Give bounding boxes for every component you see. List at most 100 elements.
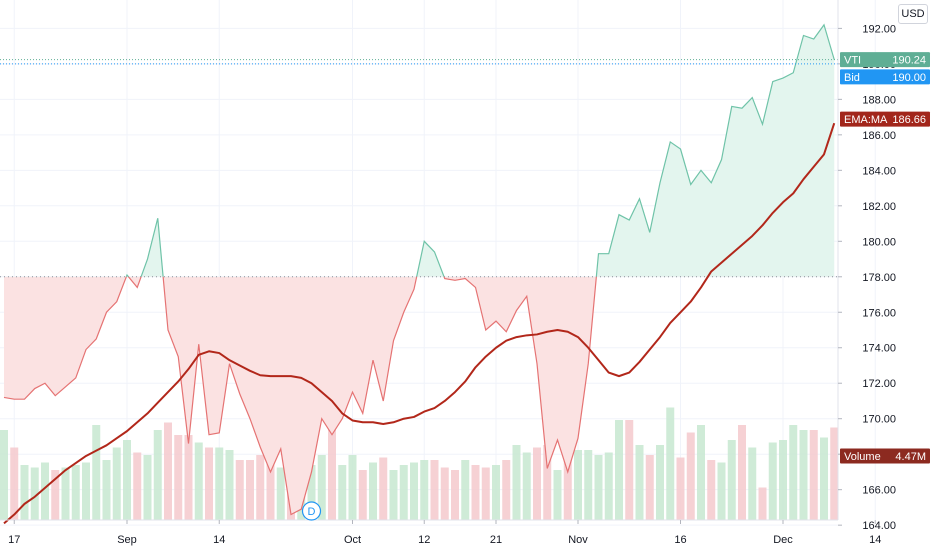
price-line-up bbox=[125, 23, 835, 277]
volume-bar bbox=[738, 425, 746, 520]
x-tick-label: 21 bbox=[490, 534, 502, 546]
volume-bar bbox=[174, 435, 183, 520]
volume-bar bbox=[51, 470, 60, 520]
y-tick-label: 176.00 bbox=[862, 307, 896, 319]
volume-bar bbox=[358, 470, 367, 520]
bid-label-name: Bid bbox=[844, 72, 860, 84]
volume-bar bbox=[553, 470, 562, 520]
y-tick-label: 180.00 bbox=[862, 236, 896, 248]
price-scale-labels: VTI 190.24 Bid 190.00 EMA:MA 186.66 Volume 4.47… bbox=[840, 52, 930, 464]
vti-price-label-value: 190.24 bbox=[892, 55, 926, 67]
volume-bar bbox=[779, 440, 787, 520]
volume-bar bbox=[112, 447, 121, 520]
volume-bar bbox=[348, 455, 357, 520]
volume-bar bbox=[20, 465, 29, 520]
x-tick-label: Oct bbox=[344, 534, 361, 546]
y-tick-label: 182.00 bbox=[862, 201, 896, 213]
volume-bar bbox=[635, 445, 644, 520]
volume-bar bbox=[471, 465, 480, 520]
volume-bar bbox=[256, 455, 265, 520]
volume-bar bbox=[92, 425, 101, 520]
y-tick-label: 186.00 bbox=[862, 130, 896, 142]
volume-bar bbox=[205, 447, 213, 520]
volume-bar bbox=[502, 460, 511, 520]
volume-bar bbox=[164, 422, 172, 520]
volume-bar bbox=[420, 460, 429, 520]
volume-bar bbox=[604, 452, 613, 520]
x-tick-label: Sep bbox=[117, 534, 137, 546]
volume-bar bbox=[194, 442, 203, 520]
volume-bar bbox=[758, 487, 767, 520]
x-axis: 17 Sep 14 Oct 12 21 Nov 16 Dec 14 bbox=[0, 519, 881, 546]
volume-bar bbox=[666, 407, 675, 520]
currency-button[interactable]: USD bbox=[898, 4, 928, 24]
volume-bar bbox=[697, 425, 705, 520]
volume-bar bbox=[543, 445, 552, 520]
volume-bar bbox=[584, 450, 593, 520]
bid-label: Bid 190.00 bbox=[840, 69, 930, 85]
volume-bar bbox=[656, 445, 664, 520]
volume-bar bbox=[522, 452, 531, 520]
volume-bar bbox=[717, 462, 726, 520]
volume-bar bbox=[71, 465, 80, 520]
volume-bar bbox=[594, 455, 603, 520]
volume-bar bbox=[266, 445, 275, 520]
volume-bar bbox=[123, 440, 131, 520]
volume-bar bbox=[809, 430, 818, 520]
volume-bar bbox=[0, 430, 8, 520]
volume-bar bbox=[748, 447, 757, 520]
x-tick-label: Dec bbox=[773, 534, 793, 546]
x-tick-label: 14 bbox=[213, 534, 225, 546]
y-tick-label: 170.00 bbox=[862, 414, 896, 426]
dividend-marker-circle[interactable] bbox=[301, 501, 322, 521]
volume-bar bbox=[625, 420, 634, 520]
volume-bar bbox=[830, 427, 839, 520]
ema-label-name: EMA:MA bbox=[844, 114, 888, 126]
volume-bar bbox=[61, 467, 70, 520]
volume-label: Volume 4.47M bbox=[840, 448, 930, 464]
x-tick-label: 14 bbox=[869, 534, 881, 546]
ema-label: EMA:MA 186.66 bbox=[840, 111, 930, 127]
volume-bar bbox=[102, 460, 111, 520]
volume-bar bbox=[338, 465, 347, 520]
volume-bar bbox=[246, 460, 254, 520]
vti-price-label: VTI 190.24 bbox=[840, 52, 930, 68]
volume-bar bbox=[820, 437, 828, 520]
area-below-baseline bbox=[4, 276, 597, 515]
volume-bar bbox=[399, 465, 408, 520]
y-tick-label: 188.00 bbox=[862, 94, 896, 106]
x-tick-label: 16 bbox=[674, 534, 686, 546]
y-tick-label: 184.00 bbox=[862, 165, 896, 177]
y-tick-label: 192.00 bbox=[862, 23, 896, 35]
dividend-event-marker[interactable]: D bbox=[301, 501, 322, 521]
volume-label-bg bbox=[840, 448, 930, 464]
volume-bar bbox=[481, 467, 490, 520]
volume-bar bbox=[574, 450, 582, 520]
volume-bar bbox=[307, 465, 316, 520]
dividend-marker-text: D bbox=[308, 506, 316, 518]
volume-bar bbox=[133, 452, 142, 520]
volume-bar bbox=[512, 445, 521, 520]
volume-bar bbox=[389, 470, 398, 520]
x-tick-label: Nov bbox=[568, 534, 588, 546]
volume-bar bbox=[707, 460, 716, 520]
volume-bar bbox=[184, 435, 193, 520]
volume-bar bbox=[492, 465, 500, 520]
volume-bar bbox=[533, 447, 541, 520]
volume-bar bbox=[676, 457, 685, 520]
volume-bar bbox=[215, 447, 224, 520]
volume-bar bbox=[451, 470, 459, 520]
volume-bar bbox=[799, 430, 808, 520]
volume-bar bbox=[440, 467, 449, 520]
volume-bar bbox=[328, 430, 336, 520]
volume-bar bbox=[369, 462, 377, 520]
vti-price-label-name: VTI bbox=[844, 55, 861, 67]
volume-bar bbox=[41, 462, 49, 520]
volume-label-value: 4.47M bbox=[895, 451, 926, 463]
volume-bar bbox=[317, 455, 326, 520]
y-tick-label: 164.00 bbox=[862, 520, 896, 532]
volume-bar bbox=[727, 440, 736, 520]
y-tick-label: 174.00 bbox=[862, 343, 896, 355]
bid-label-bg bbox=[840, 69, 930, 85]
